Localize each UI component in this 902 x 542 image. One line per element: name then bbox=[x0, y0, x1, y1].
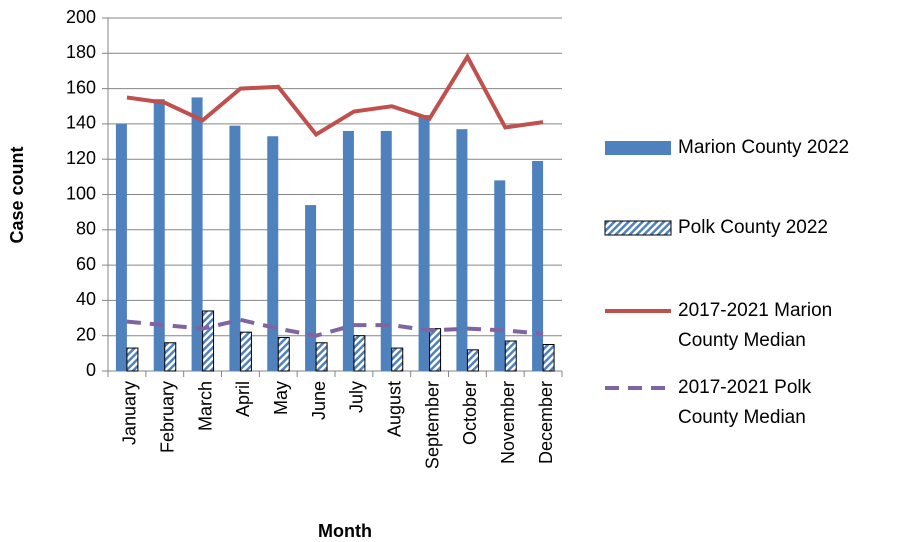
y-tick-label: 40 bbox=[76, 289, 96, 309]
legend-label: Polk County 2022 bbox=[678, 217, 828, 238]
y-tick-label: 20 bbox=[76, 324, 96, 344]
bar bbox=[504, 340, 517, 372]
x-tick-label: October bbox=[460, 381, 480, 445]
bar bbox=[164, 342, 177, 372]
bar bbox=[466, 349, 479, 372]
x-tick-label: August bbox=[385, 381, 405, 437]
bar bbox=[126, 347, 139, 372]
bar bbox=[391, 347, 404, 372]
bar bbox=[353, 335, 366, 372]
bar bbox=[229, 125, 241, 371]
bar bbox=[456, 129, 468, 371]
bar bbox=[342, 130, 354, 371]
bar bbox=[494, 180, 506, 371]
y-tick-label: 160 bbox=[66, 77, 96, 97]
bar bbox=[202, 310, 215, 372]
x-tick-label: January bbox=[120, 381, 140, 445]
x-tick-label: December bbox=[536, 381, 556, 464]
legend-label: 2017-2021 Polk County Median bbox=[678, 377, 812, 428]
bar bbox=[115, 123, 127, 372]
legend-label: Marion County 2022 bbox=[678, 137, 850, 158]
bar bbox=[429, 328, 442, 372]
legend-swatch bbox=[604, 220, 672, 236]
x-tick-label: November bbox=[498, 381, 518, 464]
y-tick-label: 60 bbox=[76, 254, 96, 274]
y-tick-label: 80 bbox=[76, 219, 96, 239]
bar bbox=[277, 336, 290, 372]
line-series bbox=[126, 52, 544, 138]
bar bbox=[542, 344, 555, 372]
x-tick-label: February bbox=[158, 381, 178, 453]
bar bbox=[191, 97, 203, 372]
line-series bbox=[126, 317, 544, 338]
y-tick-label: 140 bbox=[66, 113, 96, 133]
y-tick-label: 0 bbox=[86, 360, 96, 380]
x-tick-label: June bbox=[309, 381, 329, 420]
bar bbox=[239, 331, 252, 372]
y-tick-label: 100 bbox=[66, 183, 96, 203]
legend-swatch bbox=[605, 141, 671, 155]
bar bbox=[153, 99, 165, 371]
y-tick-label: 200 bbox=[66, 7, 96, 27]
x-tick-label: March bbox=[195, 381, 215, 431]
bar bbox=[267, 136, 279, 371]
y-axis-title: Case count bbox=[7, 146, 27, 243]
bar bbox=[532, 160, 544, 371]
bar bbox=[418, 115, 430, 371]
y-tick-label: 120 bbox=[66, 148, 96, 168]
legend-label: 2017-2021 Marion County Median bbox=[678, 300, 833, 351]
bar bbox=[380, 130, 392, 371]
x-tick-label: July bbox=[347, 381, 367, 413]
bar bbox=[315, 342, 328, 372]
bar bbox=[305, 205, 317, 371]
x-tick-label: April bbox=[233, 381, 253, 417]
x-tick-label: May bbox=[271, 381, 291, 415]
x-tick-label: September bbox=[422, 381, 442, 469]
y-tick-label: 180 bbox=[66, 42, 96, 62]
x-axis-title: Month bbox=[318, 521, 372, 541]
